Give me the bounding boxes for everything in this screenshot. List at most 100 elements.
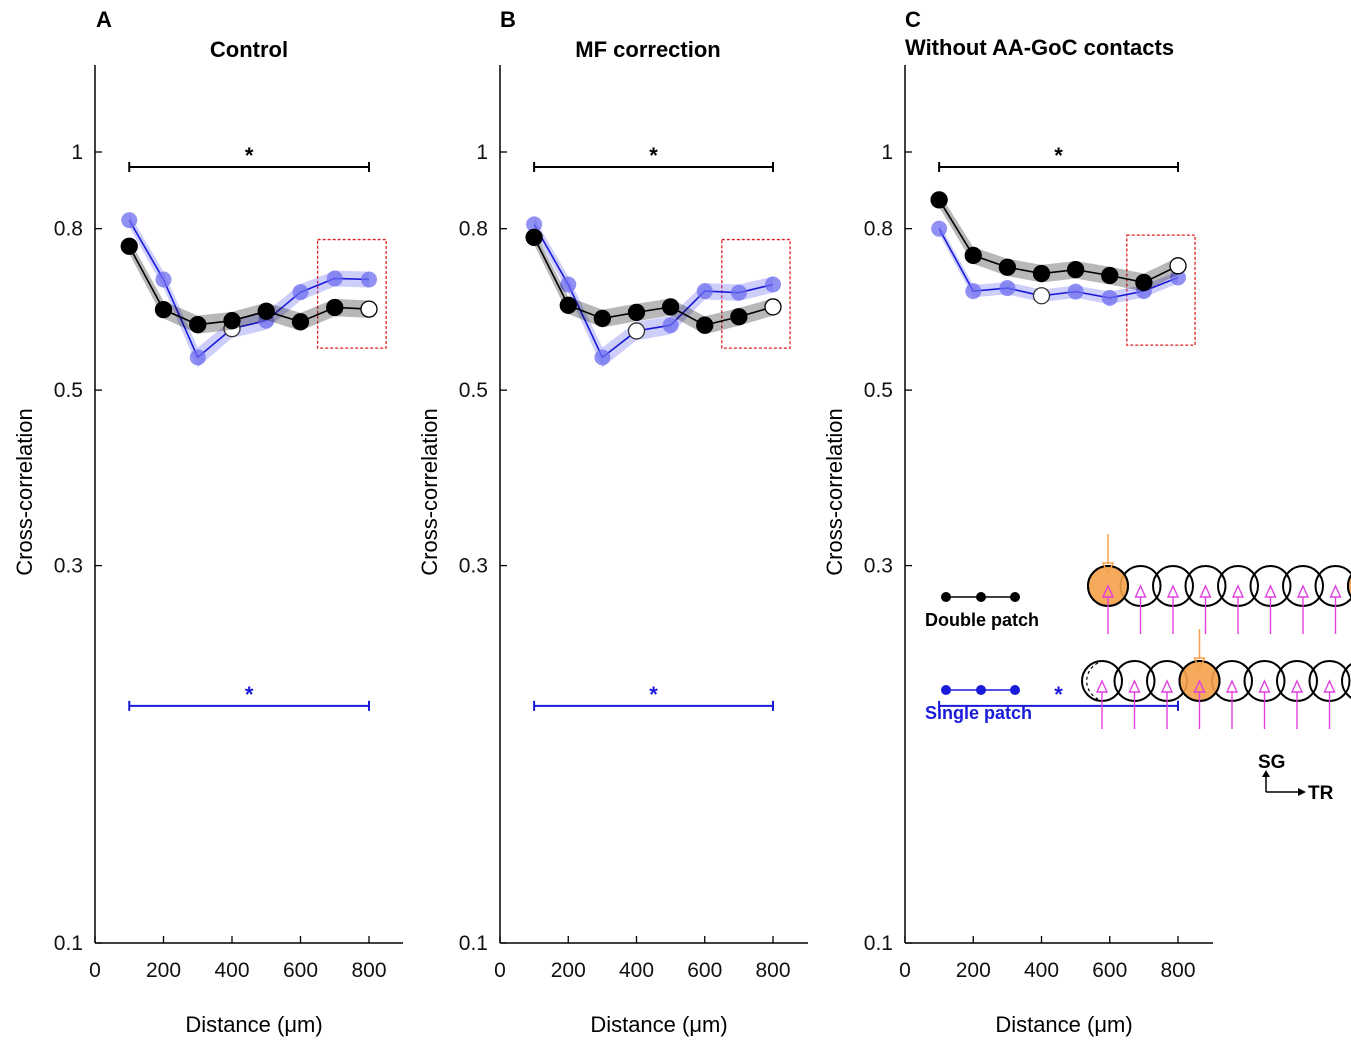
legend-double-marker — [1010, 592, 1020, 602]
highlight-box — [1126, 234, 1196, 346]
data-point — [291, 313, 310, 331]
significance-bracket: * — [533, 682, 774, 711]
x-tick-label: 200 — [956, 959, 991, 982]
x-tick-label: 400 — [1024, 959, 1059, 982]
x-axis-label: Distance (μm) — [995, 1012, 1132, 1037]
data-point — [360, 300, 378, 318]
data-point — [696, 316, 714, 334]
y-tick-label: 0.1 — [54, 932, 83, 955]
input-arrow-icon — [1231, 584, 1245, 598]
input-arrow-icon — [1166, 584, 1180, 598]
x-axis-label: Distance (μm) — [590, 1012, 727, 1037]
panel-letter: A — [96, 7, 112, 32]
y-tick-label: 0.3 — [864, 555, 893, 578]
data-point — [1101, 266, 1119, 285]
data-point — [998, 258, 1017, 276]
input-arrow-icon — [1329, 584, 1342, 598]
panel-title: Control — [210, 37, 288, 62]
legend-single-marker — [1010, 685, 1020, 695]
y-tick-label: 0.8 — [54, 218, 83, 241]
data-point — [1066, 261, 1085, 279]
y-tick-label: 1 — [71, 141, 83, 164]
highlight-box — [316, 238, 387, 349]
x-tick-label: 0 — [494, 959, 506, 982]
chart-panel-c: 0.1 0.3 0.5 0.8 1 0 200 400 600 800 Distance (μm) C… — [822, 7, 1213, 1037]
y-axis-label: Cross-correlation — [12, 408, 37, 576]
significance-star: * — [245, 143, 254, 168]
input-arrow-icon — [1264, 584, 1277, 598]
significance-bracket: * — [533, 143, 774, 172]
x-tick-label: 600 — [687, 959, 722, 982]
data-point — [361, 271, 377, 288]
legend-double-patch: Double patch — [925, 592, 1039, 630]
x-tick-label: 0 — [899, 959, 911, 982]
data-point — [730, 308, 748, 326]
y-tick-label: 0.8 — [459, 218, 488, 241]
sg-label: SG — [1258, 752, 1285, 773]
input-arrow-icon — [1095, 679, 1109, 693]
chart-panel-b: 0.1 0.3 0.5 0.8 1 0 200 400 600 800 Distance (μm) C… — [417, 7, 808, 1037]
significance-bracket: * — [938, 682, 1179, 711]
legend-single-marker — [976, 685, 986, 695]
data-point — [189, 349, 206, 366]
series-single-patch — [526, 216, 781, 368]
data-point — [155, 271, 172, 288]
y-tick-label: 0.1 — [864, 932, 893, 955]
y-tick-label: 0.5 — [54, 379, 83, 402]
x-tick-label: 0 — [89, 959, 101, 982]
data-point — [627, 303, 646, 322]
data-point — [525, 228, 543, 247]
series-double-patch — [930, 191, 1187, 292]
x-tick-label: 600 — [1092, 959, 1127, 982]
data-point — [999, 280, 1016, 297]
data-point — [593, 309, 612, 328]
data-point — [662, 317, 679, 334]
x-tick-label: 200 — [551, 959, 586, 982]
y-tick-label: 0.3 — [459, 555, 488, 578]
panel-title: MF correction — [575, 37, 720, 62]
data-point — [696, 283, 713, 300]
y-tick-label: 0.5 — [864, 379, 893, 402]
series-single-patch — [121, 212, 377, 368]
legend-single-marker — [941, 685, 951, 695]
input-arrow-icon — [1258, 679, 1271, 693]
data-point — [223, 312, 241, 330]
tr-arrow-icon — [1298, 788, 1306, 796]
sg-arrow-icon — [1262, 770, 1270, 777]
significance-bracket: * — [128, 682, 370, 711]
data-point — [661, 298, 680, 316]
input-arrow-icon — [1225, 679, 1239, 693]
significance-star: * — [649, 143, 658, 168]
data-point — [1135, 273, 1153, 292]
data-point — [965, 283, 982, 300]
data-point — [120, 237, 138, 255]
input-arrow-icon — [1290, 679, 1304, 693]
input-arrow-icon — [1134, 584, 1147, 598]
y-tick-label: 0.8 — [864, 218, 893, 241]
significance-star: * — [245, 682, 254, 707]
significance-bracket: * — [938, 143, 1179, 172]
error-band — [129, 239, 369, 334]
data-point — [326, 298, 344, 317]
data-point — [764, 298, 782, 316]
significance-star: * — [649, 682, 658, 707]
legend-single-patch: Single patch — [925, 685, 1032, 723]
stimulus-arrow-icon — [1193, 657, 1206, 671]
cell-circle — [1314, 565, 1351, 607]
y-tick-label: 0.5 — [459, 379, 488, 402]
chart-panel-a: 0.1 0.3 0.5 0.8 1 0 200 400 600 800 Distance (μm) C… — [12, 7, 403, 1037]
data-point — [730, 284, 747, 301]
data-point — [931, 220, 948, 237]
x-tick-label: 600 — [283, 959, 318, 982]
series-double-patch — [120, 237, 378, 334]
data-point — [1032, 287, 1051, 305]
panel-letter: C — [905, 7, 921, 32]
panel-letter: B — [500, 7, 516, 32]
double-patch-schematic — [1087, 534, 1351, 634]
legend-double-marker — [941, 592, 951, 602]
data-point — [257, 302, 275, 320]
x-tick-label: 400 — [214, 959, 249, 982]
x-tick-label: 800 — [755, 959, 790, 982]
data-point — [560, 276, 577, 293]
significance-star: * — [1054, 143, 1063, 168]
